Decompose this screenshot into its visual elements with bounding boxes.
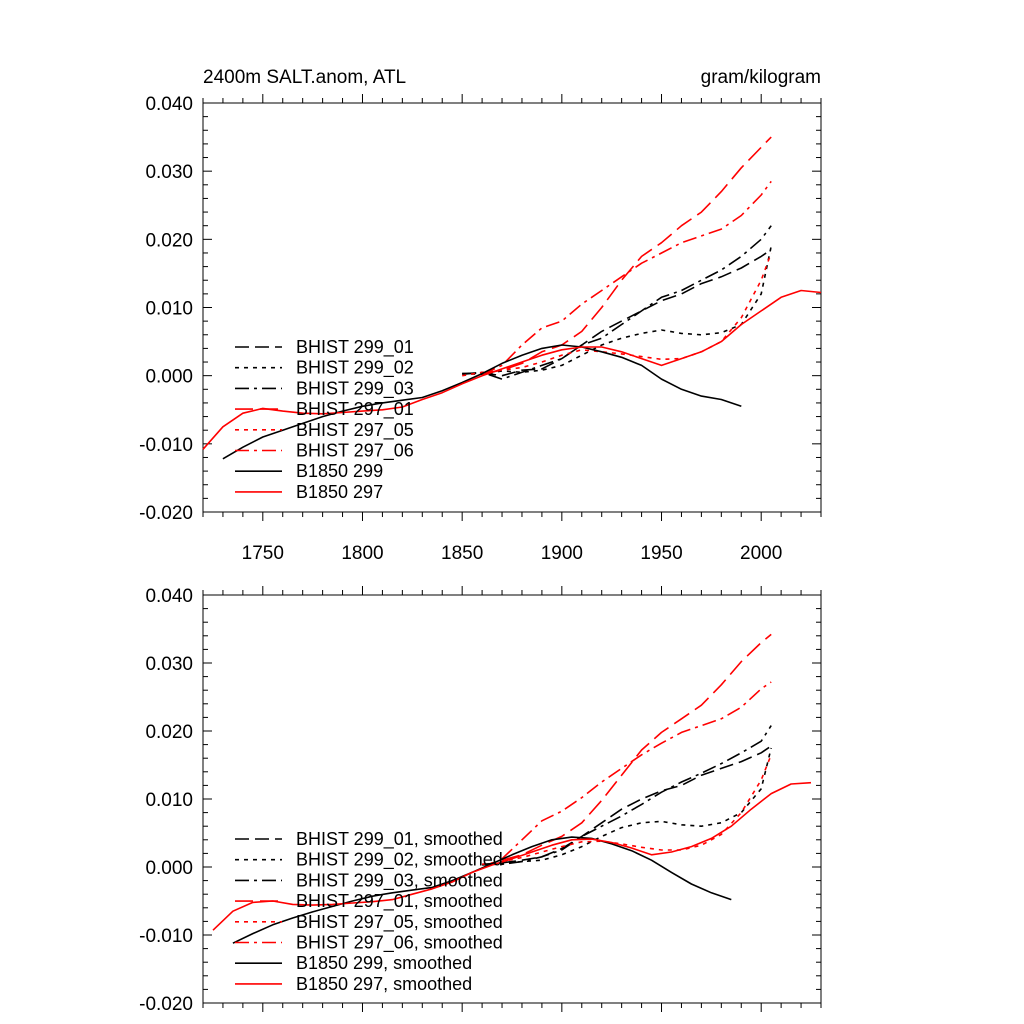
y-tick-label: -0.020	[139, 994, 193, 1015]
x-tick-label: 1850	[441, 543, 483, 564]
series-line-4	[481, 136, 772, 375]
y-tick-label: 0.020	[145, 230, 193, 251]
series-line-3	[482, 725, 772, 866]
x-tick-label: 2000	[740, 543, 782, 564]
series-line-1	[482, 745, 772, 866]
legend-label: BHIST 297_05, smoothed	[296, 912, 503, 933]
series-line-4	[501, 633, 772, 861]
y-tick-label: 0.040	[145, 94, 193, 115]
legend-label: B1850 297, smoothed	[296, 974, 472, 994]
series-line-2	[462, 245, 772, 376]
series-line-6	[481, 180, 772, 376]
series-line-1	[462, 248, 772, 377]
legend-label: B1850 299, smoothed	[296, 953, 472, 973]
y-tick-label: 0.010	[145, 299, 193, 320]
legend-label: BHIST 297_06	[296, 441, 414, 462]
legend-label: BHIST 299_02	[296, 358, 414, 379]
y-tick-label: 0.040	[145, 586, 193, 607]
legend-label: BHIST 299_02, smoothed	[296, 850, 503, 871]
panel-1-title-left: 2400m SALT.anom, ATL	[203, 67, 406, 88]
y-tick-label: 0.020	[145, 722, 193, 743]
legend-label: BHIST 297_06, smoothed	[296, 933, 503, 954]
panel-1-plot: -0.020 -0.010 0.000 0.010 0.020 0.030 0.040 175…	[139, 94, 822, 564]
y-tick-label: 0.030	[145, 162, 193, 183]
series-line-7	[222, 344, 742, 460]
panel-1-title-right: gram/kilogram	[701, 67, 821, 88]
series-line-8	[212, 781, 812, 931]
legend-label: B1850 299	[296, 461, 383, 481]
y-tick-label: 0.030	[145, 654, 193, 675]
series-line-5	[481, 754, 772, 866]
legend-label: BHIST 297_01	[296, 399, 414, 420]
x-tick-label: 1950	[640, 543, 682, 564]
legend-label: BHIST 297_01, smoothed	[296, 891, 503, 912]
y-tick-label: 0.000	[145, 858, 193, 879]
legend-label: BHIST 299_03	[296, 378, 414, 399]
y-tick-label: 0.000	[145, 367, 193, 388]
legend-label: BHIST 299_01, smoothed	[296, 829, 503, 850]
y-tick-label: -0.010	[139, 926, 193, 947]
x-tick-label: 1900	[541, 543, 583, 564]
legend-label: BHIST 297_05	[296, 420, 414, 441]
series-line-6	[501, 681, 772, 860]
y-tick-label: -0.010	[139, 435, 193, 456]
series-line-8	[202, 289, 822, 450]
y-tick-label: 0.010	[145, 790, 193, 811]
x-tick-label: 1800	[341, 543, 383, 564]
y-tick-label: -0.020	[139, 503, 193, 524]
series-line-3	[462, 225, 772, 380]
legend-label: BHIST 299_03, smoothed	[296, 870, 503, 891]
series-line-5	[462, 252, 772, 377]
panel-2-plot: -0.020 -0.010 0.000 0.010 0.020 0.030 0.040 BHI…	[139, 586, 822, 1015]
x-tick-label: 1750	[242, 543, 284, 564]
legend-label: B1850 297	[296, 482, 383, 502]
series-line-2	[482, 747, 772, 866]
legend-label: BHIST 299_01	[296, 337, 414, 358]
